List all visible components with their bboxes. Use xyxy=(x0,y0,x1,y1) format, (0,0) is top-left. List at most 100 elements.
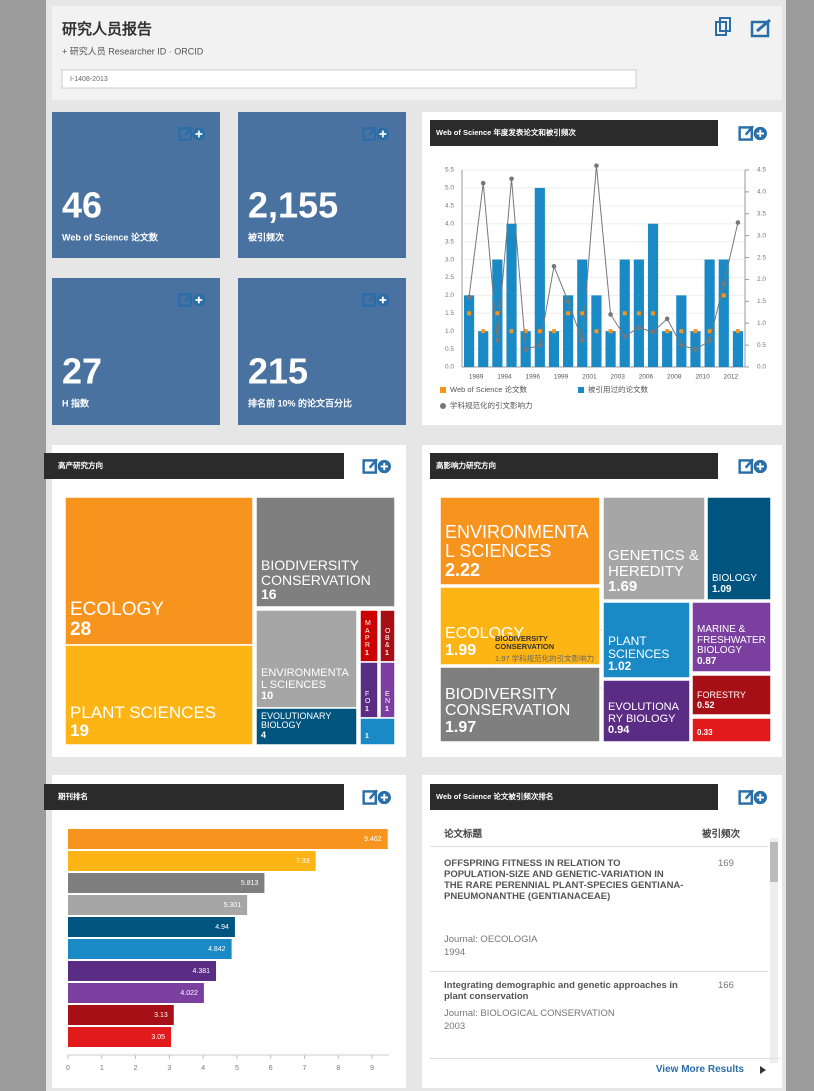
line-point xyxy=(565,299,571,304)
cell-name: BIODIVERSITY CONSERVATION xyxy=(445,685,571,720)
y-tick-label: 4.0 xyxy=(445,220,454,227)
point xyxy=(707,329,712,334)
panel-title: 期刊排名 xyxy=(58,791,88,801)
x-tick-label: 2 xyxy=(134,1065,138,1072)
x-tick-label: 9 xyxy=(370,1065,374,1072)
y-tick-label: 1.0 xyxy=(445,328,454,335)
cell-label-group: FO 1 xyxy=(361,663,377,717)
cell-value: 28 xyxy=(70,619,92,641)
bar xyxy=(68,917,235,937)
bar xyxy=(506,223,517,367)
bar xyxy=(68,873,265,893)
point xyxy=(594,329,599,334)
id-field[interactable] xyxy=(61,69,637,89)
bar xyxy=(68,1027,172,1047)
cell-value: 16 xyxy=(261,586,277,603)
cell-name: PLANT SCIENCES xyxy=(70,703,217,723)
scrollbar[interactable] xyxy=(770,838,778,1063)
cell-label-group: BIOLOGY 1.09 xyxy=(708,498,770,599)
cell-name: ENVIRONMENTAL SCIENCES xyxy=(445,522,589,562)
treemap-cell xyxy=(439,666,601,743)
cell-label-box: OB &1 xyxy=(381,611,394,661)
bar xyxy=(718,259,729,367)
y-tick-label: 2.5 xyxy=(445,274,454,281)
treemap-cell xyxy=(255,496,396,608)
bar xyxy=(68,829,388,849)
cell-name: GENETICS & HEREDITY xyxy=(608,546,699,580)
cell-name: BIOLOGY xyxy=(712,573,758,584)
cell-label-group: 0.33 xyxy=(693,719,770,741)
bar-value-label: 7.33 xyxy=(296,858,310,865)
panel-title: 高产研究方向 xyxy=(58,460,103,470)
citations: 166 xyxy=(718,980,734,991)
copy-icon[interactable] xyxy=(715,17,731,36)
y-tick-label: 4.5 xyxy=(445,203,454,210)
cell-name: EVOLUTIONARY BIOLOGY xyxy=(608,701,679,725)
export-icon[interactable] xyxy=(750,18,771,38)
tile-value: 2,155 xyxy=(248,185,338,226)
bar xyxy=(463,295,475,367)
cell-name: ECOLOGY xyxy=(70,599,164,621)
cell-value: 1.09 xyxy=(712,583,732,595)
treemap-cell xyxy=(255,707,358,746)
bar xyxy=(563,295,574,367)
tooltip-value: 1.97 学科规范化的引文影响力 xyxy=(495,653,595,663)
treemap-cell xyxy=(602,601,691,679)
cell-label-group: BIODIVERSITY CONSERVATION 16 xyxy=(257,498,394,606)
panel-title-bar xyxy=(430,784,718,810)
line-point xyxy=(509,176,514,182)
tile-label: H 指数 xyxy=(62,397,90,408)
panel-title-bar xyxy=(430,453,718,479)
cell-value: 4 xyxy=(261,729,267,740)
legend-swatch xyxy=(440,403,446,409)
cell-label-group: EVOLUTIONARY BIOLOGY 4 xyxy=(257,709,356,744)
tile-value: 46 xyxy=(62,185,102,226)
cell-value: 1 xyxy=(365,649,369,657)
bar xyxy=(68,1005,174,1025)
x-tick-label: 1994 xyxy=(497,374,512,381)
bar xyxy=(68,961,217,981)
legend-swatch xyxy=(440,387,446,393)
cell-label-box: 1 xyxy=(365,733,369,740)
article-title: OFFSPRING FITNESS IN RELATION TO POPULAT… xyxy=(444,858,684,902)
treemap-cell xyxy=(602,679,691,743)
cell-value: 0.94 xyxy=(608,724,630,737)
y2-tick-label: 1.0 xyxy=(757,320,766,327)
cell-label-group: EN 1 xyxy=(381,663,394,717)
bar-value-label: 5.301 xyxy=(224,902,242,909)
cell-label-group: OB & 1 xyxy=(381,611,394,661)
point xyxy=(651,311,656,316)
point xyxy=(580,311,585,316)
treemap-cell xyxy=(691,674,772,716)
cell-value: 1.69 xyxy=(608,578,638,596)
subtitle: + 研究人员 Researcher ID · ORCID xyxy=(62,45,204,56)
panel-title-bar xyxy=(430,120,718,146)
cell-value: 1 xyxy=(385,705,389,713)
x-tick-label: 2001 xyxy=(582,374,597,381)
legend-swatch xyxy=(578,387,584,393)
cell-label-group: ECOLOGY 1.99 xyxy=(441,588,599,664)
divider xyxy=(430,846,768,847)
point xyxy=(636,311,641,316)
point xyxy=(537,329,542,334)
bar xyxy=(68,851,316,871)
line-point xyxy=(523,347,528,352)
line-point xyxy=(480,180,486,186)
view-more-link[interactable]: View More Results xyxy=(655,1064,744,1075)
panel-title-bar xyxy=(44,453,344,479)
panel: Web of Science 论文被引频次排名 论文标题 被引频次 OFFSPR… xyxy=(422,775,782,1088)
bar xyxy=(534,187,545,367)
y-tick-label: 3.5 xyxy=(445,238,454,245)
cell-name: MA PR xyxy=(365,620,371,650)
next-arrow[interactable] xyxy=(760,1066,766,1074)
